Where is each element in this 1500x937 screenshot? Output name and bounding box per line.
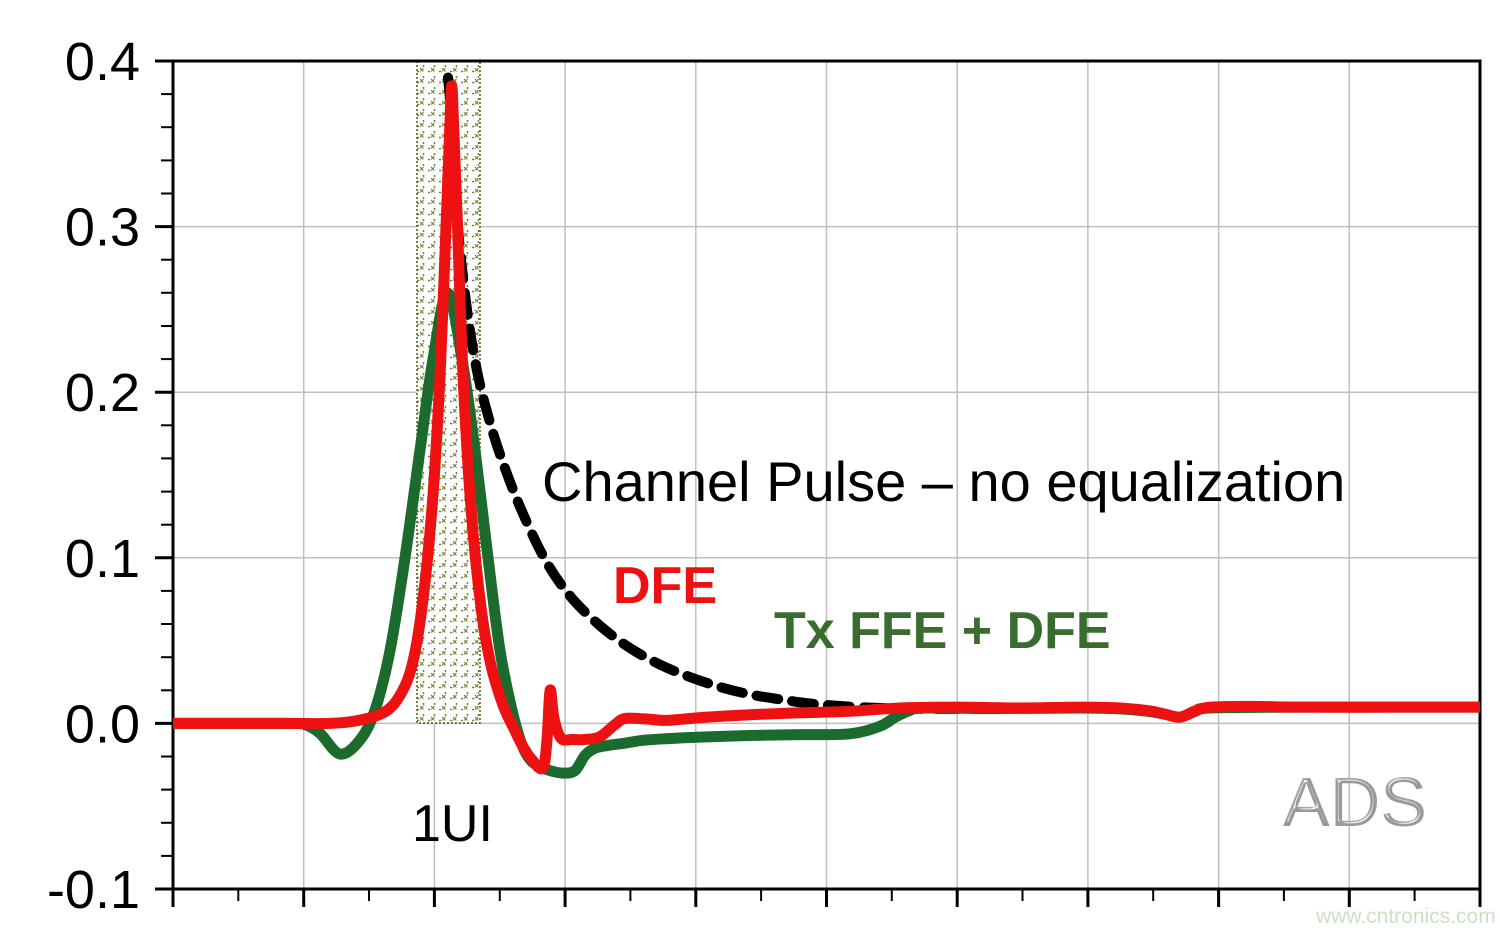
svg-text:ADS: ADS — [1283, 763, 1427, 841]
svg-text:DFE: DFE — [613, 557, 717, 615]
svg-text:1UI: 1UI — [412, 795, 493, 853]
svg-text:0.2: 0.2 — [65, 363, 140, 423]
svg-text:Channel Pulse – no equalizatio: Channel Pulse – no equalization — [542, 450, 1345, 513]
svg-text:0.1: 0.1 — [65, 529, 140, 589]
svg-text:0.3: 0.3 — [65, 198, 140, 258]
svg-text:0.0: 0.0 — [65, 694, 140, 754]
svg-text:0.4: 0.4 — [65, 32, 140, 92]
svg-text:Tx FFE + DFE: Tx FFE + DFE — [774, 602, 1111, 660]
svg-text:www.cntronics.com: www.cntronics.com — [1315, 905, 1496, 928]
svg-text:-0.1: -0.1 — [47, 860, 140, 920]
